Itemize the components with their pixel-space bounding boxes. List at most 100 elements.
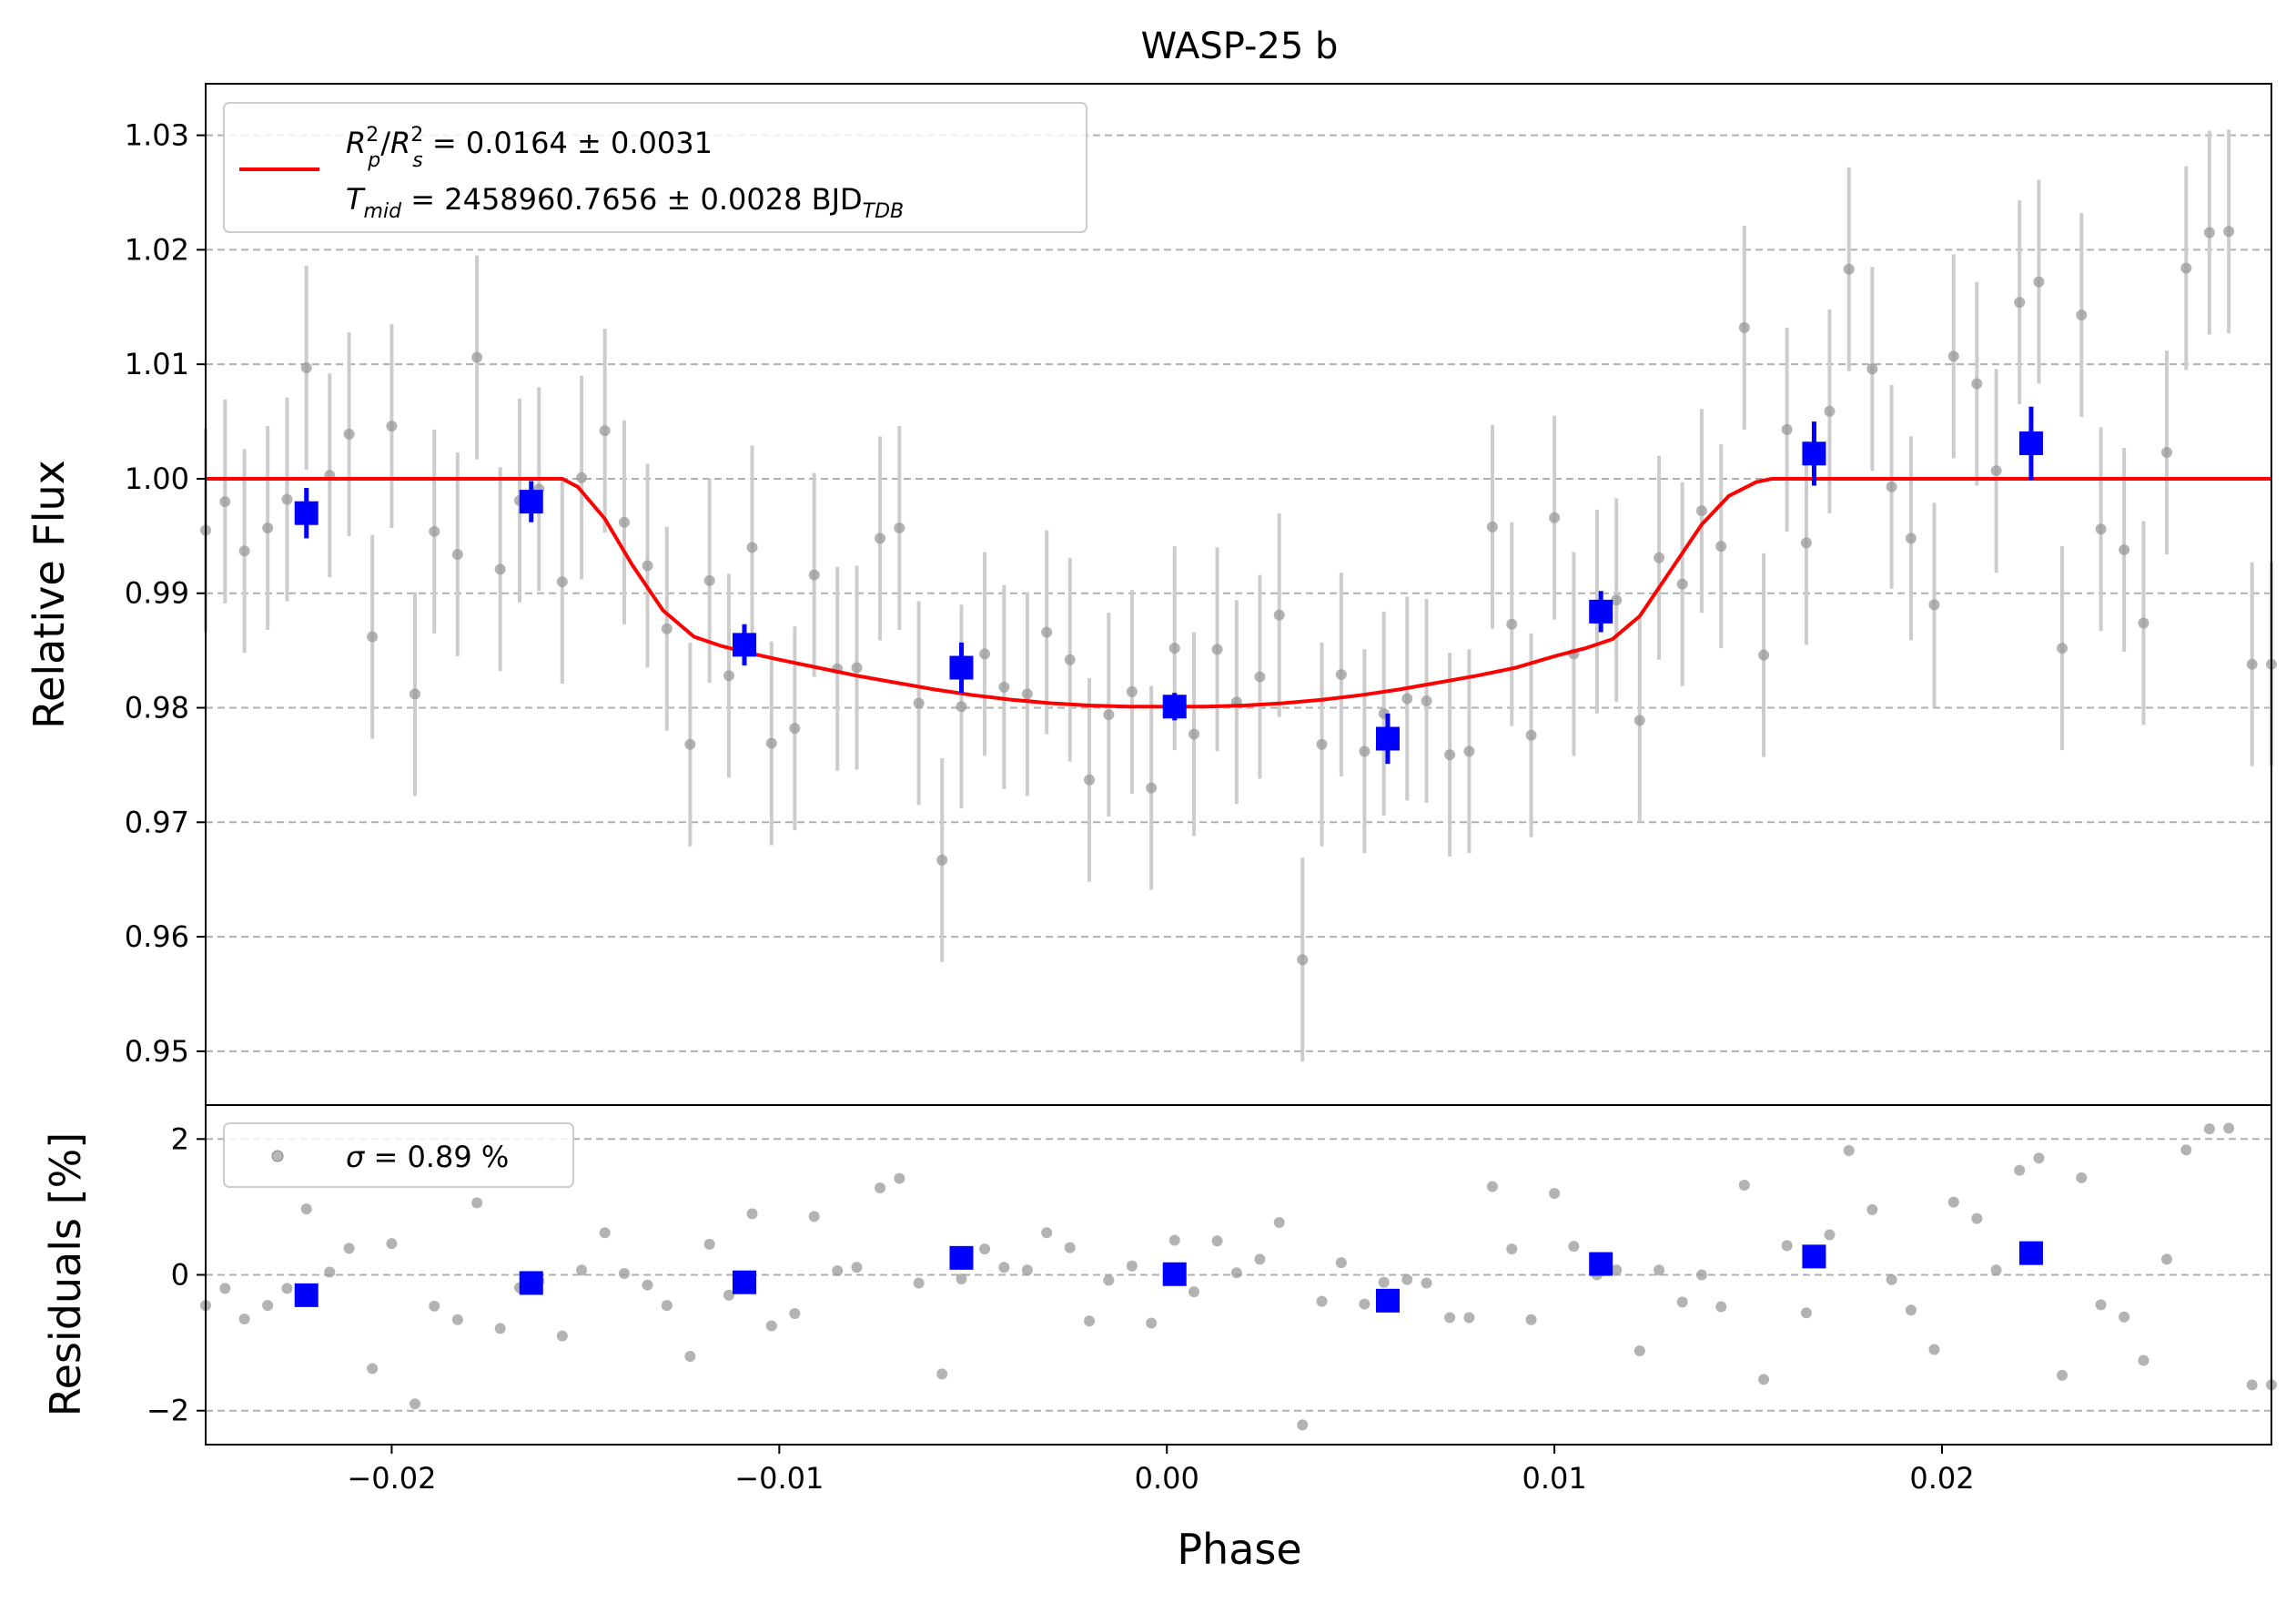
residual-legend: σ = 0.89 % [223, 1122, 574, 1188]
main-data-point [1676, 578, 1688, 590]
residual-data-point [1168, 1234, 1180, 1246]
main-data-point [471, 351, 483, 363]
main-data-point [1335, 669, 1347, 681]
main-data-point [262, 522, 274, 534]
main-data-point [979, 648, 991, 660]
main-data-point [1297, 954, 1309, 966]
residual-y-ticks: −2 0 2 [147, 1121, 206, 1428]
legend-rs-sub: s [412, 149, 422, 172]
residual-data-point [998, 1262, 1010, 1273]
main-binned-point [2018, 431, 2043, 455]
legend-tdb-sub: TDB [863, 200, 904, 223]
chart-title: WASP-25 b [1141, 25, 1339, 67]
x-ticks: −0.02 −0.01 0.00 0.01 0.02 [347, 1445, 1975, 1496]
main-data-point [2033, 276, 2045, 288]
main-data-point [1126, 685, 1138, 697]
main-data-point [1611, 594, 1623, 606]
main-data-point [1654, 552, 1665, 563]
main-data-point [661, 623, 673, 634]
main-data-point [1254, 671, 1266, 683]
residual-data-point [556, 1330, 568, 1342]
main-data-point [1549, 512, 1561, 523]
residual-data-point [1781, 1240, 1793, 1252]
legend-t: T [346, 182, 366, 217]
main-y-tick-label: 1.03 [125, 118, 189, 153]
residual-data-point [2014, 1164, 2026, 1176]
legend-slash: / [380, 126, 390, 160]
residual-binned-point [294, 1283, 319, 1307]
main-data-point [1738, 321, 1750, 333]
residual-data-point [832, 1265, 844, 1277]
main-data-point [1103, 709, 1115, 721]
legend-rp-sub: p [367, 149, 380, 172]
main-data-point [703, 574, 715, 586]
residual-data-point [1146, 1317, 1158, 1329]
residual-data-points [200, 1122, 2277, 1431]
main-data-point [2138, 617, 2149, 629]
main-panel: WASP-25 b 0.95 0.96 0.97 0.98 0.99 1.00 1.01 1.… [25, 25, 2277, 1106]
residual-data-point [238, 1313, 250, 1324]
main-data-point [409, 688, 420, 700]
residual-data-point [1188, 1286, 1200, 1298]
residual-data-point [1843, 1144, 1855, 1156]
main-data-point [219, 496, 231, 508]
main-y-tick-label: 0.95 [125, 1034, 189, 1069]
main-binned-point [1589, 599, 1613, 624]
main-data-point [494, 563, 506, 575]
residual-data-point [1021, 1264, 1033, 1276]
residual-binned-point [732, 1270, 756, 1294]
residual-data-point [1335, 1257, 1347, 1269]
residual-data-point [1738, 1180, 1750, 1192]
residual-binned-points [294, 1241, 2043, 1313]
legend-tmid-value: = 2458960.7656 ± 0.0028 BJD [401, 182, 863, 217]
main-y-tick-label: 1.02 [125, 232, 189, 267]
main-data-point [2223, 226, 2235, 238]
legend-depth-label: R2 p/R2 s = 0.0164 ± 0.0031 [346, 124, 713, 172]
main-data-point [1421, 695, 1432, 706]
residual-data-point [1421, 1277, 1432, 1289]
main-data-point [1695, 505, 1707, 517]
legend-rs: R [390, 126, 410, 160]
legend-rp-sup: 2 [366, 124, 379, 147]
residual-data-point [875, 1182, 886, 1194]
residual-data-point [1378, 1276, 1390, 1288]
residual-data-point [429, 1300, 440, 1312]
main-data-points [200, 226, 2277, 966]
main-data-point [1444, 749, 1456, 761]
main-data-point [1359, 746, 1371, 757]
residual-data-point [1824, 1229, 1836, 1241]
main-data-point [1866, 363, 1878, 375]
main-binned-point [949, 655, 974, 680]
residual-data-point [765, 1320, 777, 1332]
main-data-point [1463, 746, 1475, 757]
residual-legend-label: σ = 0.89 % [346, 1140, 509, 1174]
residual-y-tick-label: 0 [171, 1258, 189, 1293]
main-y-tick-label: 1.00 [125, 462, 189, 496]
main-y-axis-label: Relative Flux [25, 460, 74, 729]
main-data-point [765, 737, 777, 749]
main-data-point [956, 701, 967, 713]
residual-data-point [913, 1277, 925, 1289]
main-data-point [1211, 644, 1223, 655]
main-data-point [1188, 728, 1200, 740]
main-data-point [429, 525, 440, 537]
main-data-point [894, 522, 905, 534]
residual-data-point [618, 1268, 630, 1280]
residual-data-point [409, 1398, 420, 1410]
main-data-point [300, 361, 312, 373]
residual-binned-point [2018, 1241, 2043, 1265]
main-data-point [936, 854, 948, 866]
main-data-point [599, 425, 611, 437]
residual-data-point [1316, 1295, 1328, 1307]
main-data-point [1758, 649, 1770, 661]
residual-data-point [1463, 1312, 1475, 1324]
legend-rs-sup: 2 [410, 124, 423, 147]
residual-data-point [723, 1289, 734, 1301]
residual-data-point [642, 1279, 653, 1291]
residual-data-point [894, 1172, 905, 1184]
main-y-ticks: 0.95 0.96 0.97 0.98 0.99 1.00 1.01 1.02 1.03 [125, 118, 206, 1069]
main-data-point [386, 421, 398, 432]
main-data-point [1843, 263, 1855, 275]
